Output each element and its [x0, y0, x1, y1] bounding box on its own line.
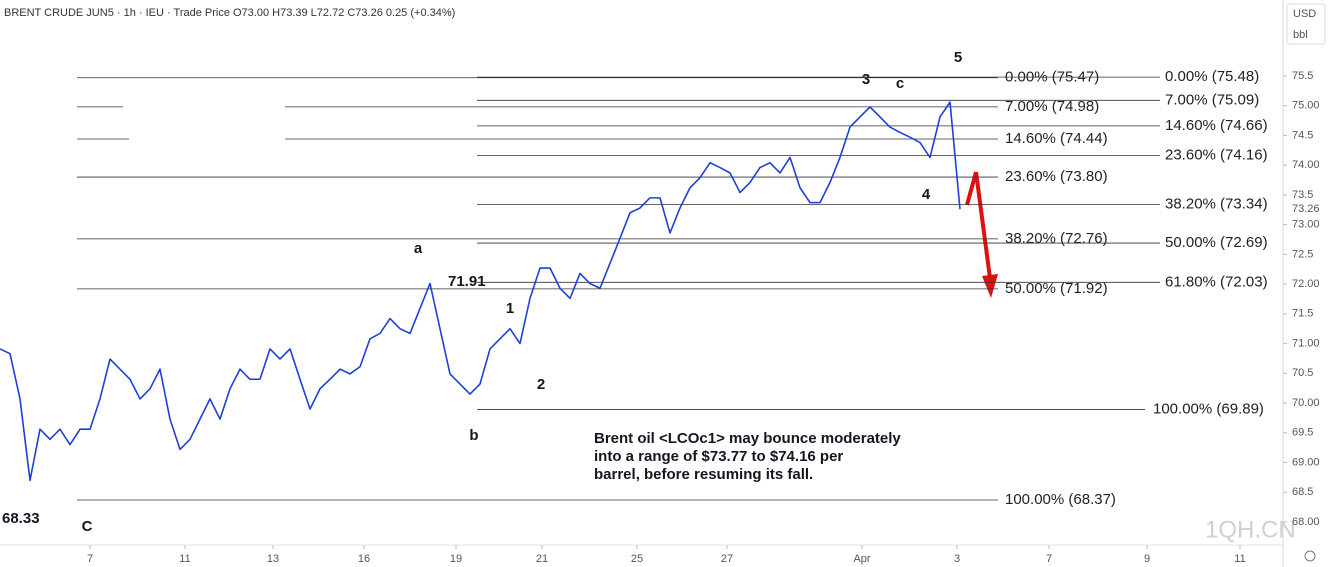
fib-label: 100.00% (69.89): [1153, 401, 1264, 418]
y-tick-label: 75.5: [1292, 70, 1313, 82]
ohlc: O73.00 H73.39 L72.72 C73.26 0.25 (+0.34%…: [233, 7, 455, 19]
fib-label: 50.00% (72.69): [1165, 234, 1268, 251]
y-tick-label: 75.00: [1292, 100, 1320, 112]
wave-label: c: [896, 75, 904, 92]
wave-label: C: [82, 518, 93, 535]
y-tick-label: 71.5: [1292, 308, 1313, 320]
wave-label: b: [469, 427, 478, 444]
y-tick-label: 69.00: [1292, 456, 1320, 468]
y-tick-label: 68.5: [1292, 486, 1313, 498]
fib-label: 14.60% (74.44): [1005, 130, 1108, 147]
fib-label: 7.00% (75.09): [1165, 91, 1259, 108]
x-tick-label: Apr: [853, 553, 870, 565]
y-tick-label: 69.5: [1292, 427, 1313, 439]
x-tick-label: 21: [536, 553, 548, 565]
price-label: 71.91: [448, 273, 486, 290]
y-tick-label: 72.00: [1292, 278, 1320, 290]
last-price-label: 73.26: [1292, 203, 1320, 215]
x-tick-label: 11: [1234, 553, 1245, 565]
fib-label: 7.00% (74.98): [1005, 98, 1099, 115]
x-tick-label: 27: [721, 553, 733, 565]
wave-label: 1: [506, 300, 514, 317]
wave-label: a: [414, 240, 423, 257]
x-tick-label: 7: [87, 553, 93, 565]
wave-label: 3: [862, 71, 870, 88]
annotation: into a range of $73.77 to $74.16 per: [594, 448, 843, 465]
last-price-box: [1286, 202, 1322, 217]
annotation: barrel, before resuming its fall.: [594, 466, 813, 483]
y-tick-label: 73.5: [1292, 189, 1313, 201]
x-tick-label: 25: [631, 553, 643, 565]
fib-label: 0.00% (75.48): [1165, 68, 1259, 85]
y-tick-label: 70.5: [1292, 367, 1313, 379]
y-tick-label: 72.5: [1292, 248, 1313, 260]
y-tick-label: 68.00: [1292, 516, 1320, 528]
fib-label: 38.20% (73.34): [1165, 195, 1268, 212]
x-tick-label: 19: [450, 553, 462, 565]
x-tick-label: 7: [1046, 553, 1052, 565]
wave-label: 4: [922, 186, 931, 203]
arrow: [965, 171, 998, 298]
watermark: 1QH.CN: [1205, 516, 1296, 543]
unit[interactable]: bbl: [1293, 29, 1308, 41]
y-tick-label: 70.00: [1292, 397, 1320, 409]
y-tick-label: 73.00: [1292, 219, 1320, 231]
y-tick-label: 74.5: [1292, 129, 1313, 141]
unit-box[interactable]: [1286, 3, 1326, 45]
wave-label: 2: [537, 376, 545, 393]
price-label: 68.33: [2, 510, 40, 527]
price-line: [0, 101, 961, 482]
fib-label: 23.60% (73.80): [1005, 168, 1108, 185]
x-tick-label: 3: [954, 553, 960, 565]
x-tick-label: 16: [358, 553, 370, 565]
wave-label: 5: [954, 49, 962, 66]
y-tick-label: 71.00: [1292, 337, 1320, 349]
x-tick-label: 13: [267, 553, 279, 565]
fib-label: 14.60% (74.66): [1165, 117, 1268, 134]
currency[interactable]: USD: [1293, 8, 1316, 20]
fib-label: 23.60% (74.16): [1165, 147, 1268, 164]
annotation: Brent oil <LCOc1> may bounce moderately: [594, 430, 901, 447]
fib-label: 50.00% (71.92): [1005, 280, 1108, 297]
symbol-header: BRENT CRUDE JUN5 · 1h · IEU · Trade Pric…: [4, 7, 230, 19]
y-tick-label: 74.00: [1292, 159, 1320, 171]
fib-label: 61.80% (72.03): [1165, 273, 1268, 290]
settings-icon[interactable]: [1304, 550, 1316, 562]
x-tick-label: 9: [1144, 553, 1150, 565]
fib-label: 38.20% (72.76): [1005, 230, 1108, 247]
x-tick-label: 11: [179, 553, 190, 565]
fib-label: 100.00% (68.37): [1005, 491, 1116, 508]
